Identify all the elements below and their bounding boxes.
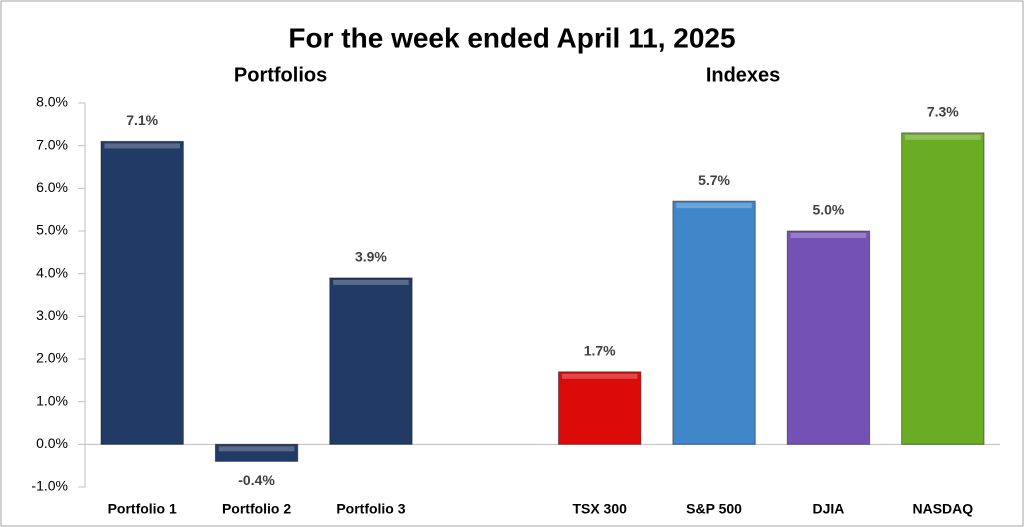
bar-highlight: [905, 134, 981, 140]
x-tick-label: NASDAQ: [912, 501, 973, 517]
value-label: 7.1%: [126, 112, 158, 128]
bar: [901, 132, 985, 445]
bar: [214, 443, 299, 462]
value-label: 3.9%: [355, 249, 387, 265]
bar: [786, 230, 871, 445]
bar-highlight: [333, 279, 409, 285]
y-tick-label: 7.0%: [36, 136, 68, 152]
bar-highlight: [676, 203, 752, 209]
bar-highlight: [561, 373, 638, 379]
bar: [329, 277, 413, 445]
value-label: 5.0%: [812, 202, 844, 218]
bar-highlight: [790, 233, 867, 238]
y-tick-label: -1.0%: [31, 478, 68, 494]
value-label: 1.7%: [584, 343, 616, 359]
bar: [672, 200, 756, 445]
y-tick-label: 6.0%: [36, 179, 68, 195]
y-tick-label: 2.0%: [36, 350, 68, 366]
bar-highlight: [218, 446, 295, 452]
y-tick-label: 5.0%: [36, 222, 68, 238]
value-label: 7.3%: [927, 104, 959, 120]
y-tick-label: 0.0%: [36, 435, 68, 451]
x-tick-label: Portfolio 2: [222, 501, 291, 517]
group-label: Portfolios: [234, 64, 327, 86]
value-label: -0.4%: [238, 472, 275, 488]
chart-title: For the week ended April 11, 2025: [288, 22, 735, 53]
x-tick-label: DJIA: [812, 501, 844, 517]
x-tick-label: Portfolio 1: [108, 501, 177, 517]
y-tick-label: 3.0%: [36, 307, 68, 323]
bar: [558, 371, 642, 445]
y-tick-label: 8.0%: [36, 94, 68, 110]
x-tick-label: S&P 500: [686, 501, 742, 517]
bar: [100, 140, 184, 445]
y-tick-label: 4.0%: [36, 264, 68, 280]
x-tick-label: Portfolio 3: [336, 501, 405, 517]
x-tick-label: TSX 300: [572, 501, 627, 517]
bar-highlight: [104, 143, 180, 149]
value-label: 5.7%: [698, 172, 730, 188]
y-tick-label: 1.0%: [36, 392, 68, 408]
group-label: Indexes: [706, 64, 780, 86]
